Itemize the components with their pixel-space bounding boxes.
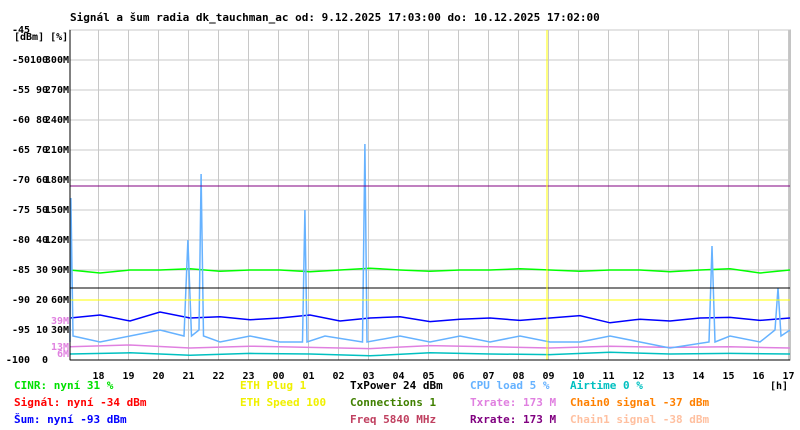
y3-tick-label: 210M <box>45 145 69 156</box>
x-tick-label: 11 <box>602 371 614 382</box>
y2-tick-label: 80 <box>36 115 48 126</box>
x-tick-label: 05 <box>422 371 434 382</box>
info-text: Freq 5840 MHz <box>350 413 436 426</box>
x-tick-label: 20 <box>152 371 164 382</box>
x-tick-label: 00 <box>272 371 284 382</box>
y3-marker: 13M <box>51 342 69 353</box>
chart-title: Signál a šum radia dk_tauchman_ac od: 9.… <box>70 11 600 24</box>
y3-tick-label: 30M <box>51 325 69 336</box>
x-axis-label: [h] <box>770 381 788 392</box>
info-text: Airtime 0 % <box>570 379 643 392</box>
y2-tick-label: 60 <box>36 175 48 186</box>
x-tick-label: 17 <box>782 371 794 382</box>
plot-area <box>69 29 791 361</box>
info-text: Rxrate: 173 M <box>470 413 556 426</box>
x-tick-label: 02 <box>332 371 344 382</box>
y2-tick-label: 20 <box>36 295 48 306</box>
info-text: Šum: nyní -93 dBm <box>14 413 127 426</box>
y2-tick-label: 100 <box>30 55 48 66</box>
info-text: CINR: nyní 31 % <box>14 379 114 392</box>
series-line <box>69 143 791 349</box>
y2-tick-label: 50 <box>36 205 48 216</box>
y2-tick-label: 90 <box>36 85 48 96</box>
y2-tick-label: 10 <box>36 325 48 336</box>
y2-tick-label: 70 <box>36 145 48 156</box>
x-tick-label: 08 <box>512 371 524 382</box>
x-tick-label: 22 <box>212 371 224 382</box>
y-tick-label: -100 <box>6 355 30 366</box>
series-line <box>69 267 791 274</box>
y2-tick-label: 0 <box>42 355 48 366</box>
y2-tick-label: 40 <box>36 235 48 246</box>
y3-tick-label: 90M <box>51 265 69 276</box>
y-tick-label: -95 <box>12 325 30 336</box>
y-tick-label: -85 <box>12 265 30 276</box>
y3-tick-label: 60M <box>51 295 69 306</box>
y-tick-label: -60 <box>12 115 30 126</box>
y-tick-label: -50 <box>12 55 30 66</box>
x-tick-label: 04 <box>392 371 404 382</box>
y3-tick-label: 240M <box>45 115 69 126</box>
info-text: Chain0 signal -37 dBm <box>570 396 709 409</box>
series-line <box>69 311 791 324</box>
x-tick-label: 12 <box>632 371 644 382</box>
x-tick-label: 23 <box>242 371 254 382</box>
x-tick-label: 15 <box>722 371 734 382</box>
x-tick-label: 06 <box>452 371 464 382</box>
info-text: TxPower 24 dBm <box>350 379 443 392</box>
x-tick-label: 14 <box>692 371 704 382</box>
x-tick-label: 19 <box>122 371 134 382</box>
info-text: ETH Speed 100 <box>240 396 326 409</box>
x-tick-label: 07 <box>482 371 494 382</box>
info-text: Chain1 signal -38 dBm <box>570 413 709 426</box>
x-tick-label: 21 <box>182 371 194 382</box>
info-text: ETH Plug 1 <box>240 379 307 392</box>
x-tick-label: 09 <box>542 371 554 382</box>
x-tick-label: 03 <box>362 371 374 382</box>
x-tick-label: 01 <box>302 371 314 382</box>
series-line <box>69 351 791 357</box>
y-tick-label: -65 <box>12 145 30 156</box>
y3-tick-label: 300M <box>45 55 69 66</box>
x-tick-label: 10 <box>572 371 584 382</box>
x-tick-label: 18 <box>92 371 104 382</box>
y-axis-label: [dBm] [%] <box>14 32 68 43</box>
y3-tick-label: 270M <box>45 85 69 96</box>
y3-tick-label: 120M <box>45 235 69 246</box>
info-text: Signál: nyní -34 dBm <box>14 396 147 409</box>
y-tick-label: -80 <box>12 235 30 246</box>
y3-marker: 6M <box>57 349 69 360</box>
y-tick-label: -70 <box>12 175 30 186</box>
y-tick-label: -75 <box>12 205 30 216</box>
info-text: Connections 1 <box>350 396 436 409</box>
y3-marker: 39M <box>51 316 69 327</box>
y-tick-label: -45 <box>12 25 30 36</box>
y2-tick-label: 30 <box>36 265 48 276</box>
y-tick-label: -90 <box>12 295 30 306</box>
y3-tick-label: 180M <box>45 175 69 186</box>
x-tick-label: 13 <box>662 371 674 382</box>
y3-tick-label: 150M <box>45 205 69 216</box>
x-tick-label: 16 <box>752 371 764 382</box>
info-text: Txrate: 173 M <box>470 396 556 409</box>
info-text: CPU load 5 % <box>470 379 550 392</box>
y-tick-label: -55 <box>12 85 30 96</box>
